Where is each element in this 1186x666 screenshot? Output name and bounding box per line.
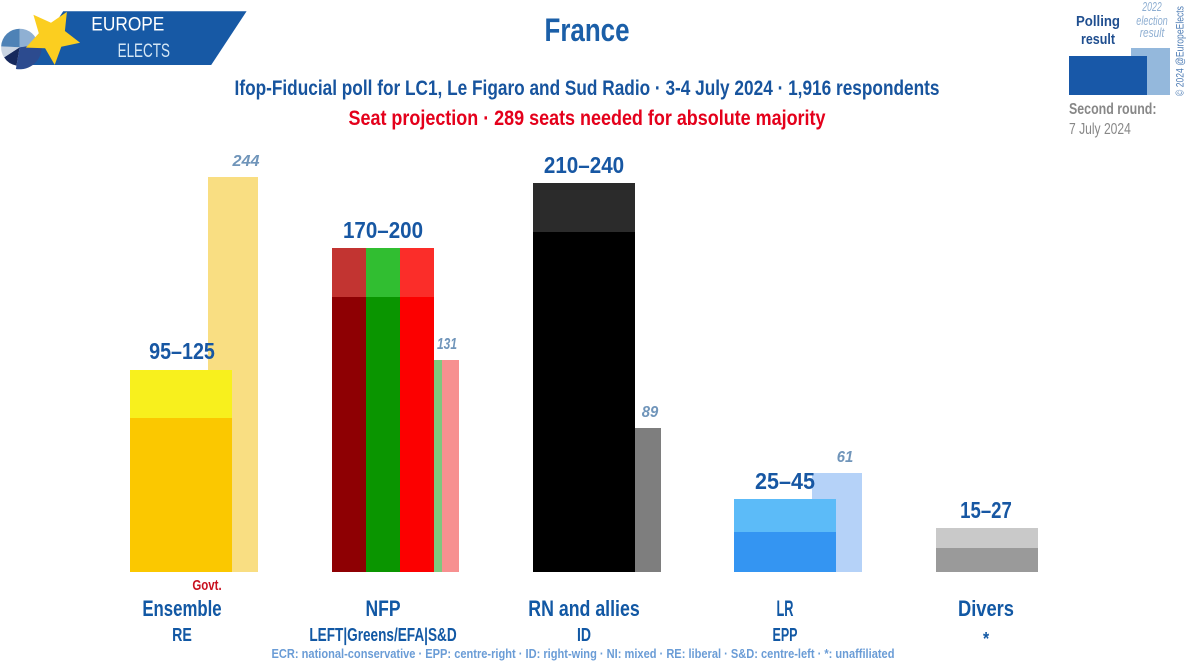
svg-text:EUROPE: EUROPE	[91, 12, 164, 34]
svg-text:ELECTS: ELECTS	[118, 41, 170, 62]
